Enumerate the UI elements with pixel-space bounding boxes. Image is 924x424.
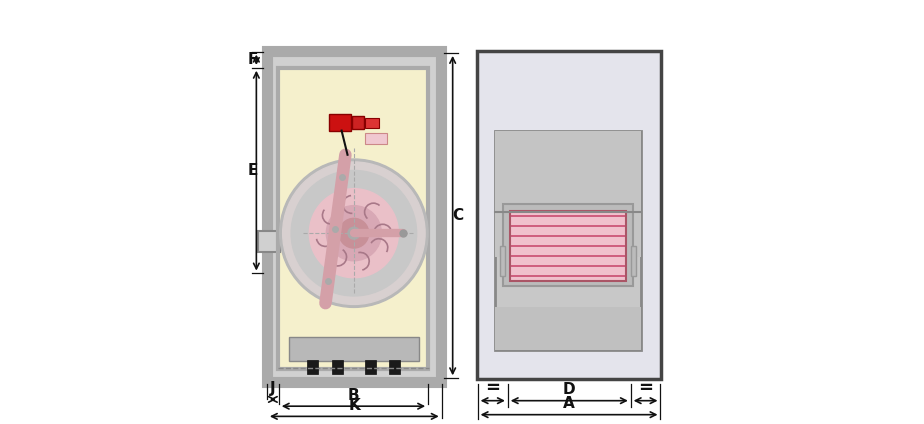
Bar xyxy=(277,68,428,369)
Circle shape xyxy=(339,218,369,248)
Bar xyxy=(277,68,428,369)
Bar xyxy=(495,131,641,257)
Bar xyxy=(631,246,636,276)
Bar xyxy=(500,246,505,276)
Bar xyxy=(504,204,633,286)
Text: =: = xyxy=(638,379,653,397)
Bar xyxy=(510,211,626,281)
Text: K: K xyxy=(348,398,360,413)
Bar xyxy=(365,118,379,128)
Text: C: C xyxy=(452,208,463,223)
Text: B: B xyxy=(347,388,359,403)
Bar xyxy=(332,360,343,374)
Circle shape xyxy=(326,206,382,261)
Bar xyxy=(258,231,280,252)
Circle shape xyxy=(280,159,428,307)
Bar xyxy=(389,360,400,374)
Circle shape xyxy=(283,162,425,304)
Circle shape xyxy=(348,227,359,239)
Bar xyxy=(289,337,419,361)
Bar xyxy=(510,211,626,281)
Bar xyxy=(329,114,351,131)
Text: J: J xyxy=(270,381,275,396)
Text: A: A xyxy=(564,396,575,411)
Circle shape xyxy=(310,189,398,278)
Text: F: F xyxy=(248,52,258,67)
Bar xyxy=(365,360,376,374)
Text: =: = xyxy=(485,379,500,397)
Bar xyxy=(308,360,318,374)
Bar xyxy=(352,116,364,129)
Bar xyxy=(477,51,662,379)
Bar xyxy=(267,51,441,382)
Bar xyxy=(495,131,641,350)
Text: E: E xyxy=(248,163,258,178)
Circle shape xyxy=(291,170,417,296)
Bar xyxy=(495,307,641,350)
Text: D: D xyxy=(563,382,576,397)
Bar xyxy=(365,133,387,144)
